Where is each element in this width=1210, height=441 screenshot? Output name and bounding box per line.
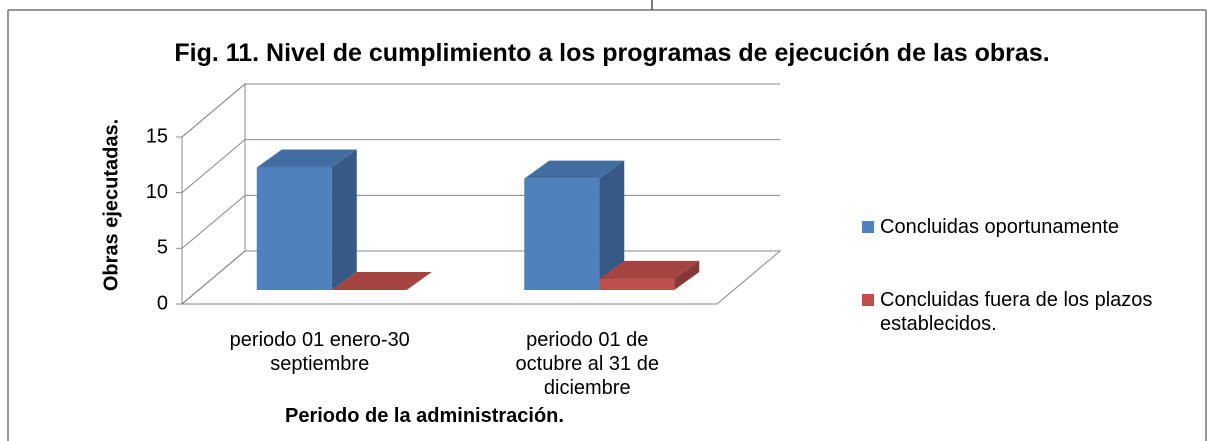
bar-front [256, 167, 332, 290]
x-axis-title: Periodo de la administración. [285, 405, 564, 427]
left-wall [181, 82, 246, 306]
bar-top [256, 149, 357, 168]
legend-label: Concluidas oportunamente [880, 216, 1120, 238]
bar-front [524, 178, 600, 290]
chart-title: Fig. 11. Nivel de cumplimiento a los pro… [174, 39, 1050, 67]
bar-side [599, 160, 625, 290]
y-tick-label: 15 [146, 125, 168, 147]
legend-label: Concluidas fuera de los plazos estableci… [880, 289, 1153, 335]
bar-side [674, 260, 700, 290]
bar-front [599, 278, 675, 290]
y-axis-title: Obras ejecutadas. [100, 119, 122, 291]
legend-swatch [862, 221, 874, 233]
bar-top [524, 160, 625, 179]
x-tick-label: periodo 01 enero-30 septiembre [229, 329, 410, 375]
grid-line [181, 139, 780, 194]
x-tick-label: periodo 01 de octubre al 31 de diciembre [515, 329, 659, 399]
grid-line [181, 83, 780, 138]
y-tick-label: 10 [146, 181, 168, 203]
bar-top [331, 272, 432, 290]
y-tick-label: 5 [157, 237, 168, 259]
bar-top [599, 260, 700, 279]
y-tick-label: 0 [157, 292, 168, 314]
legend-swatch [862, 294, 874, 306]
bar-side [331, 149, 357, 290]
